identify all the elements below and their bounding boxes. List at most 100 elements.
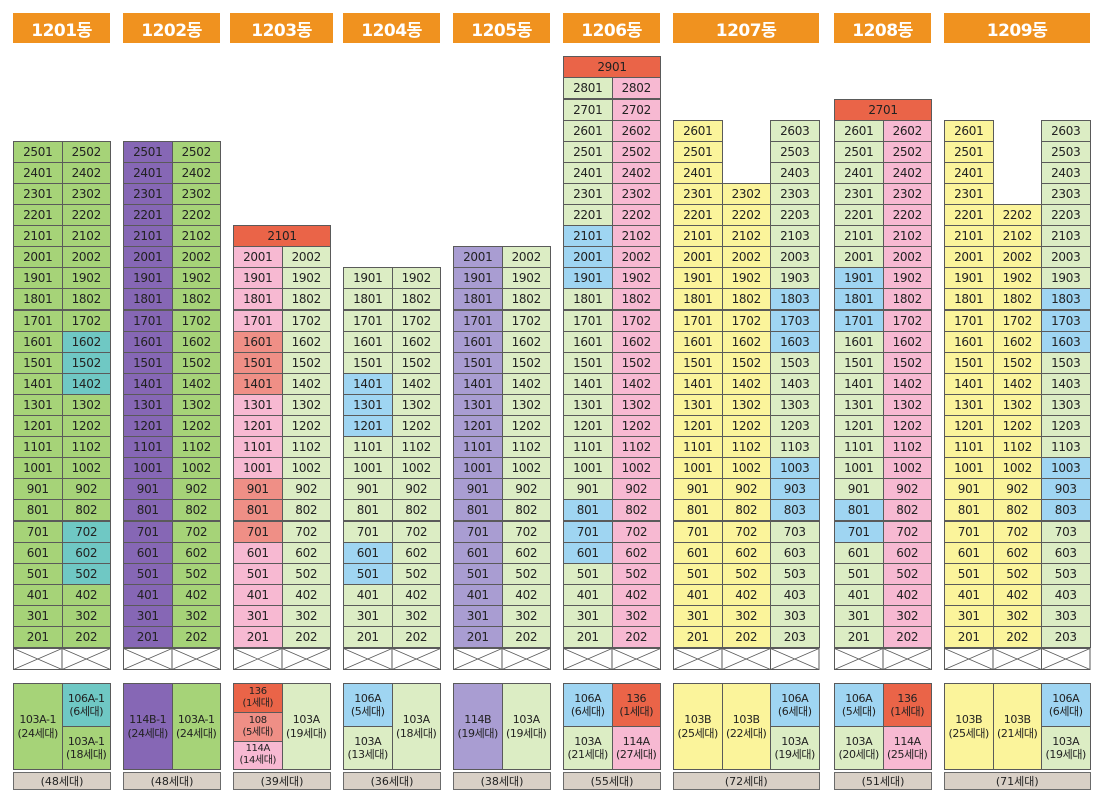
unit-cell[interactable]: 1801 (834, 288, 884, 311)
unit-cell[interactable]: 1101 (834, 436, 884, 459)
unit-cell[interactable]: 1702 (501, 309, 551, 332)
unit-cell[interactable]: 2101 (233, 225, 331, 248)
unit-cell[interactable]: 601 (453, 541, 503, 564)
unit-cell[interactable]: 1802 (882, 288, 932, 311)
unit-cell[interactable]: 2002 (611, 246, 661, 269)
unit-cell[interactable]: 2003 (770, 246, 820, 269)
unit-cell[interactable]: 401 (123, 583, 173, 606)
unit-cell[interactable]: 901 (343, 478, 393, 501)
unit-cell[interactable]: 201 (343, 626, 393, 649)
unit-cell[interactable]: 1002 (882, 457, 932, 480)
unit-cell[interactable]: 2502 (882, 140, 932, 163)
unit-cell[interactable]: 2002 (882, 246, 932, 269)
unit-cell[interactable]: 2601 (673, 119, 723, 142)
unit-cell[interactable]: 1102 (882, 436, 932, 459)
unit-cell[interactable]: 1401 (13, 372, 63, 395)
unit-cell[interactable]: 1602 (501, 330, 551, 353)
unit-cell[interactable]: 802 (611, 499, 661, 522)
building-header[interactable]: 1205동 (453, 13, 550, 43)
unit-cell[interactable]: 2602 (882, 119, 932, 142)
unit-cell[interactable]: 1501 (834, 351, 884, 374)
unit-cell[interactable]: 503 (770, 562, 820, 585)
unit-cell[interactable]: 2001 (944, 246, 994, 269)
unit-cell[interactable]: 2401 (123, 161, 173, 184)
unit-cell[interactable]: 602 (61, 541, 111, 564)
unit-cell[interactable]: 1702 (882, 309, 932, 332)
unit-cell[interactable]: 1801 (233, 288, 283, 311)
unit-cell[interactable]: 1303 (770, 393, 820, 416)
unit-cell[interactable]: 1602 (992, 330, 1042, 353)
unit-cell[interactable]: 702 (391, 520, 441, 543)
unit-cell[interactable]: 702 (611, 520, 661, 543)
unit-cell[interactable]: 2101 (673, 225, 723, 248)
unit-cell[interactable]: 1702 (721, 309, 771, 332)
unit-cell[interactable]: 1503 (1041, 351, 1091, 374)
unit-cell[interactable]: 1701 (673, 309, 723, 332)
unit-cell[interactable]: 601 (233, 541, 283, 564)
unit-cell[interactable]: 403 (1041, 583, 1091, 606)
unit-cell[interactable]: 2401 (13, 161, 63, 184)
unit-cell[interactable]: 1201 (13, 415, 63, 438)
unit-cell[interactable]: 1801 (673, 288, 723, 311)
unit-cell[interactable]: 502 (882, 562, 932, 585)
unit-cell[interactable]: 1302 (992, 393, 1042, 416)
unit-cell[interactable]: 801 (123, 499, 173, 522)
unit-cell[interactable]: 2601 (944, 119, 994, 142)
unit-cell[interactable]: 2301 (123, 182, 173, 205)
unit-cell[interactable]: 1502 (501, 351, 551, 374)
unit-cell[interactable]: 1402 (171, 372, 221, 395)
unit-cell[interactable]: 201 (673, 626, 723, 649)
unit-cell[interactable]: 2001 (834, 246, 884, 269)
unit-cell[interactable]: 1001 (673, 457, 723, 480)
unit-cell[interactable]: 1101 (13, 436, 63, 459)
unit-cell[interactable]: 503 (1041, 562, 1091, 585)
unit-cell[interactable]: 1002 (721, 457, 771, 480)
unit-cell[interactable]: 2002 (171, 246, 221, 269)
unit-cell[interactable]: 302 (611, 604, 661, 627)
unit-cell[interactable]: 1301 (563, 393, 613, 416)
unit-cell[interactable]: 1901 (343, 267, 393, 290)
unit-cell[interactable]: 1202 (171, 415, 221, 438)
unit-cell[interactable]: 301 (13, 604, 63, 627)
unit-cell[interactable]: 1001 (944, 457, 994, 480)
unit-cell[interactable]: 2603 (1041, 119, 1091, 142)
unit-cell[interactable]: 501 (834, 562, 884, 585)
unit-cell[interactable]: 902 (611, 478, 661, 501)
unit-cell[interactable]: 702 (281, 520, 331, 543)
unit-cell[interactable]: 801 (563, 499, 613, 522)
unit-cell[interactable]: 1801 (563, 288, 613, 311)
unit-cell[interactable]: 1901 (233, 267, 283, 290)
unit-cell[interactable]: 1202 (281, 415, 331, 438)
unit-cell[interactable]: 2302 (171, 182, 221, 205)
unit-cell[interactable]: 202 (391, 626, 441, 649)
unit-cell[interactable]: 1201 (834, 415, 884, 438)
unit-cell[interactable]: 201 (453, 626, 503, 649)
unit-cell[interactable]: 401 (233, 583, 283, 606)
unit-cell[interactable]: 1703 (1041, 309, 1091, 332)
unit-cell[interactable]: 1001 (834, 457, 884, 480)
unit-cell[interactable]: 1403 (1041, 372, 1091, 395)
unit-cell[interactable]: 2202 (721, 204, 771, 227)
unit-cell[interactable]: 1802 (992, 288, 1042, 311)
unit-cell[interactable]: 501 (13, 562, 63, 585)
unit-cell[interactable]: 2302 (882, 182, 932, 205)
unit-cell[interactable]: 801 (13, 499, 63, 522)
unit-cell[interactable]: 1701 (233, 309, 283, 332)
unit-cell[interactable]: 1902 (992, 267, 1042, 290)
unit-cell[interactable]: 1401 (944, 372, 994, 395)
unit-cell[interactable]: 301 (123, 604, 173, 627)
unit-cell[interactable]: 302 (882, 604, 932, 627)
unit-cell[interactable]: 1802 (171, 288, 221, 311)
unit-cell[interactable]: 801 (673, 499, 723, 522)
unit-cell[interactable]: 1702 (992, 309, 1042, 332)
unit-cell[interactable]: 1802 (721, 288, 771, 311)
unit-cell[interactable]: 2103 (770, 225, 820, 248)
unit-cell[interactable]: 2901 (563, 56, 661, 79)
unit-cell[interactable]: 2002 (992, 246, 1042, 269)
unit-cell[interactable]: 1302 (391, 393, 441, 416)
unit-cell[interactable]: 2301 (563, 182, 613, 205)
unit-cell[interactable]: 201 (563, 626, 613, 649)
unit-cell[interactable]: 1302 (611, 393, 661, 416)
building-header[interactable]: 1206동 (563, 13, 660, 43)
unit-cell[interactable]: 1701 (944, 309, 994, 332)
